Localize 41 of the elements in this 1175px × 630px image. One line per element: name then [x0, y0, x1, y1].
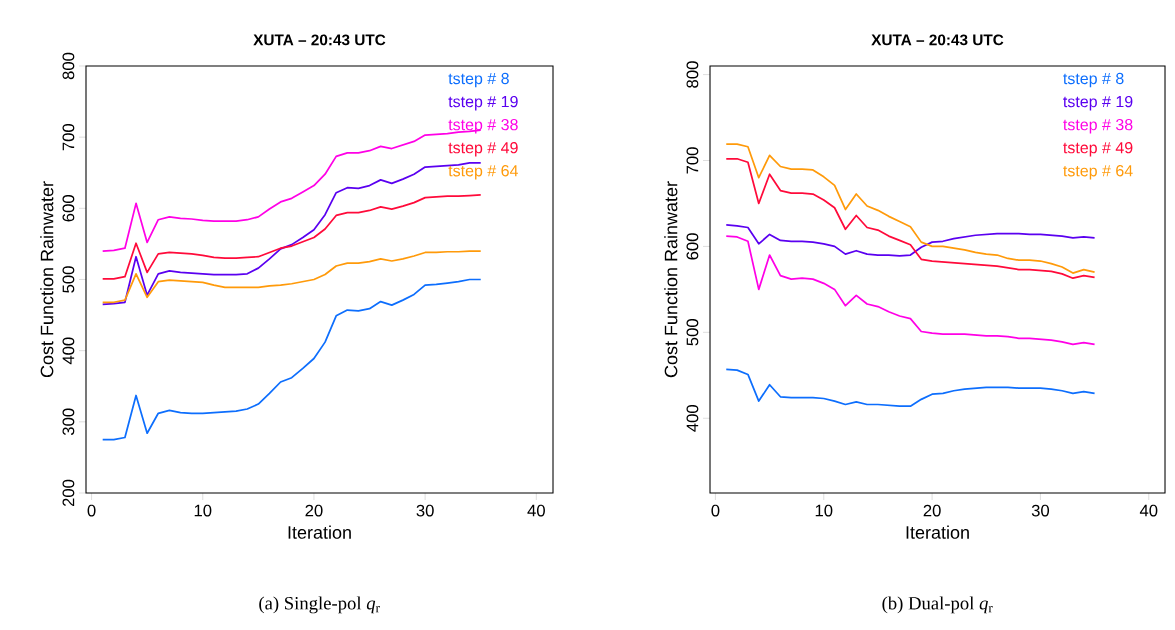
x-tick-label: 40 — [527, 504, 545, 517]
y-tick-label: 300 — [62, 408, 75, 436]
chart-title: XUTA – 20:43 UTC — [253, 34, 386, 46]
y-tick-label: 200 — [62, 479, 75, 507]
text: tstep # 19 — [448, 95, 518, 111]
y-axis-title: Cost Function Rainwater — [664, 181, 678, 378]
x-tick-label: 0 — [711, 504, 720, 517]
text: (b) Dual-pol q$_{r}$ — [882, 596, 993, 614]
text: tstep # 8 — [448, 72, 509, 88]
x-axis-title: Iteration — [288, 525, 351, 539]
text: tstep # 8 — [1063, 72, 1124, 88]
y-tick-label: 400 — [686, 405, 699, 432]
x-tick-label: 10 — [194, 504, 212, 517]
x-tick-label: 40 — [1139, 504, 1158, 517]
series-label: tstep # 38 — [448, 118, 518, 134]
x-tick-label: 30 — [416, 504, 434, 517]
x-tick-label: 20 — [305, 504, 323, 517]
y-axis-title: Cost Function Rainwater — [40, 181, 54, 378]
chart-title: XUTA – 20:43 UTC — [871, 34, 1004, 46]
x-tick-label: 20 — [923, 504, 941, 517]
x-axis-title: Iteration — [906, 525, 969, 539]
text: tstep # 64 — [448, 165, 518, 180]
text: tstep # 49 — [448, 142, 518, 157]
text: tstep # 19 — [1063, 95, 1133, 111]
text: (a) Single-pol q$_{r}$ — [259, 596, 380, 614]
line-series — [101, 278, 482, 441]
text: tstep # 38 — [1063, 118, 1133, 134]
y-tick-label: 700 — [62, 123, 75, 151]
y-tick-label: 500 — [62, 266, 75, 293]
y-tick-label: 700 — [686, 147, 699, 174]
x-tick-label: 10 — [815, 504, 833, 517]
x-tick-label: 0 — [87, 504, 96, 517]
y-tick-label: 800 — [686, 61, 699, 88]
text: tstep # 64 — [1063, 165, 1133, 180]
y-tick-label: 800 — [62, 52, 75, 80]
y-tick-label: 600 — [62, 195, 75, 222]
x-tick-label: 30 — [1031, 504, 1050, 517]
y-tick-label: 400 — [62, 337, 75, 365]
y-tick-label: 500 — [686, 319, 699, 346]
text: tstep # 49 — [1063, 142, 1133, 157]
y-tick-label: 600 — [686, 233, 699, 260]
